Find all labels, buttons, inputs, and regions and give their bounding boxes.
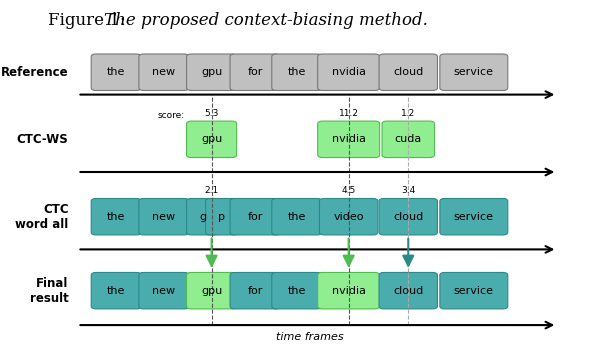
Text: Figure 1:: Figure 1: xyxy=(48,12,131,29)
Text: the: the xyxy=(288,67,306,77)
FancyBboxPatch shape xyxy=(187,198,219,235)
Text: 4.5: 4.5 xyxy=(342,186,356,195)
Text: for: for xyxy=(247,67,263,77)
FancyBboxPatch shape xyxy=(230,272,280,309)
FancyBboxPatch shape xyxy=(440,272,508,309)
Text: g: g xyxy=(199,212,206,222)
FancyBboxPatch shape xyxy=(187,121,237,158)
Text: cloud: cloud xyxy=(393,286,423,296)
FancyBboxPatch shape xyxy=(139,272,189,309)
FancyBboxPatch shape xyxy=(379,198,437,235)
Text: cloud: cloud xyxy=(393,212,423,222)
Text: The proposed context-biasing method.: The proposed context-biasing method. xyxy=(104,12,428,29)
Text: the: the xyxy=(107,212,125,222)
Text: service: service xyxy=(454,67,494,77)
Text: for: for xyxy=(247,212,263,222)
FancyBboxPatch shape xyxy=(272,272,322,309)
Text: new: new xyxy=(153,212,175,222)
FancyBboxPatch shape xyxy=(91,54,141,90)
FancyBboxPatch shape xyxy=(382,121,434,158)
Text: p: p xyxy=(218,212,225,222)
Text: 3.4: 3.4 xyxy=(401,186,415,195)
FancyBboxPatch shape xyxy=(139,198,189,235)
Text: gpu: gpu xyxy=(201,286,222,296)
FancyBboxPatch shape xyxy=(440,198,508,235)
Text: for: for xyxy=(247,286,263,296)
Text: the: the xyxy=(288,286,306,296)
Text: 2.1: 2.1 xyxy=(204,186,219,195)
FancyBboxPatch shape xyxy=(318,121,380,158)
FancyBboxPatch shape xyxy=(379,272,437,309)
FancyBboxPatch shape xyxy=(91,198,141,235)
Text: new: new xyxy=(153,286,175,296)
FancyBboxPatch shape xyxy=(319,198,378,235)
FancyBboxPatch shape xyxy=(187,54,237,90)
Text: Reference: Reference xyxy=(1,66,69,79)
FancyBboxPatch shape xyxy=(139,54,189,90)
Text: time frames: time frames xyxy=(276,332,344,342)
FancyBboxPatch shape xyxy=(440,54,508,90)
FancyBboxPatch shape xyxy=(230,198,280,235)
FancyBboxPatch shape xyxy=(187,272,237,309)
Text: service: service xyxy=(454,212,494,222)
Text: score:: score: xyxy=(157,111,185,120)
FancyBboxPatch shape xyxy=(379,54,437,90)
Text: 5.3: 5.3 xyxy=(204,109,219,118)
Text: nvidia: nvidia xyxy=(331,67,366,77)
FancyBboxPatch shape xyxy=(272,54,322,90)
Text: new: new xyxy=(153,67,175,77)
FancyBboxPatch shape xyxy=(91,272,141,309)
Text: CTC
word all: CTC word all xyxy=(15,203,69,231)
Text: the: the xyxy=(288,212,306,222)
Text: the: the xyxy=(107,67,125,77)
FancyBboxPatch shape xyxy=(230,54,280,90)
Text: service: service xyxy=(454,286,494,296)
Text: Final
result: Final result xyxy=(30,277,69,305)
Text: gpu: gpu xyxy=(201,67,222,77)
Text: nvidia: nvidia xyxy=(331,286,366,296)
FancyBboxPatch shape xyxy=(318,54,380,90)
FancyBboxPatch shape xyxy=(206,198,238,235)
Text: nvidia: nvidia xyxy=(331,134,366,144)
Text: the: the xyxy=(107,286,125,296)
Text: video: video xyxy=(333,212,364,222)
Text: CTC-WS: CTC-WS xyxy=(17,133,69,146)
Text: gpu: gpu xyxy=(201,134,222,144)
Text: 1.2: 1.2 xyxy=(401,109,415,118)
FancyBboxPatch shape xyxy=(318,272,380,309)
FancyBboxPatch shape xyxy=(272,198,322,235)
Text: 11.2: 11.2 xyxy=(339,109,359,118)
Text: cloud: cloud xyxy=(393,67,423,77)
Text: cuda: cuda xyxy=(395,134,422,144)
